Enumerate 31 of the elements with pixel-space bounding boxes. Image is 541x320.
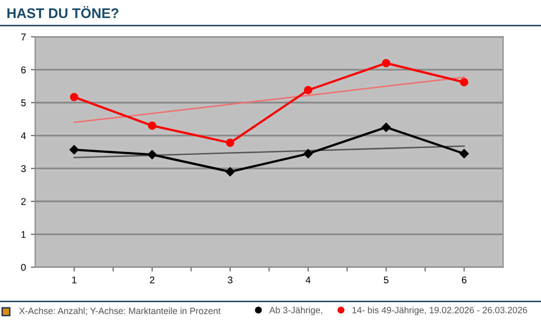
point	[382, 58, 390, 68]
point	[382, 122, 391, 132]
point	[148, 150, 157, 160]
x-tick-label: 6	[462, 276, 466, 284]
line-series	[73, 145, 465, 158]
point	[226, 138, 234, 147]
point	[70, 92, 78, 102]
y-tick-label: 1	[21, 231, 26, 238]
point	[304, 149, 313, 158]
point	[460, 149, 469, 158]
x-tick-label: 5	[384, 276, 388, 284]
point	[304, 86, 312, 94]
x-tick-label: 3	[228, 276, 232, 284]
chart-title: HAST DU TÖNE?	[7, 6, 118, 18]
legend-label: Ab 3-Jährige,	[269, 306, 322, 316]
x-tick-label: 2	[150, 276, 154, 284]
point	[226, 167, 235, 176]
point	[148, 122, 156, 130]
y-tick-label: 7	[21, 34, 26, 40]
y-tick-label: 3	[21, 165, 26, 172]
y-tick-label: 2	[21, 198, 26, 205]
point	[70, 145, 79, 154]
text: X-Achse: Anzahl; Y-Achse: Marktanteile in Prozent	[19, 307, 221, 316]
y-tick-label: 5	[21, 99, 26, 106]
x-tick-label: 4	[306, 276, 311, 284]
y-tick-label: 6	[21, 66, 26, 74]
legend-label: 14- bis 49-Jährige, 19.02.2026 - 26.03.2026	[352, 306, 528, 316]
x-tick-label: 1	[72, 276, 76, 284]
y-tick-label: 4	[20, 132, 26, 140]
point	[460, 78, 468, 86]
y-tick-label: 0	[21, 264, 26, 271]
